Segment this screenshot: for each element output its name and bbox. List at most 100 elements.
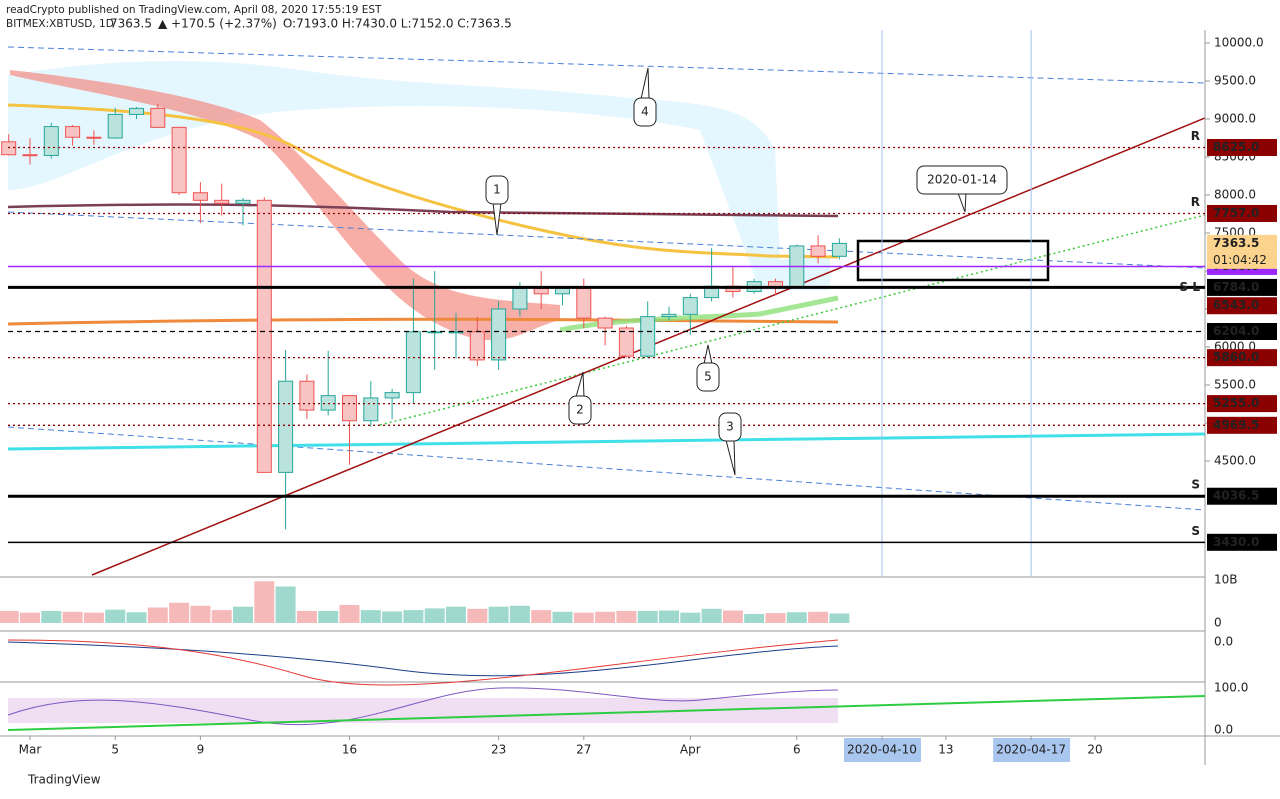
volume-bar xyxy=(318,610,339,623)
header-last: 7363.5 xyxy=(110,17,152,31)
publisher: readCrypto published on TradingView.com,… xyxy=(6,4,382,16)
volume-bar xyxy=(169,602,190,623)
countdown: 01:04:42 xyxy=(1213,253,1267,267)
ma-maroon xyxy=(7,203,839,218)
callout xyxy=(916,165,1008,195)
y-tick-label: 8000.0 xyxy=(1214,188,1256,202)
volume-bar xyxy=(382,611,403,623)
candle-body xyxy=(512,287,528,310)
price-tag-label: 3430.0 xyxy=(1213,535,1259,549)
callout-pointer xyxy=(640,67,650,100)
trend-line xyxy=(379,214,1205,426)
stoch-tick-label: 100.0 xyxy=(1214,681,1248,695)
x-tick-label: 20 xyxy=(1087,743,1102,757)
price-tag xyxy=(1207,139,1277,156)
ma-yellow xyxy=(7,103,839,259)
candle-body xyxy=(107,113,123,139)
ma-orange xyxy=(7,317,839,326)
candle-body xyxy=(256,199,272,473)
price-tag xyxy=(1207,234,1277,252)
candle-body xyxy=(405,331,421,394)
volume-bar xyxy=(233,606,253,623)
macd-signal xyxy=(7,639,839,686)
x-tick-label: Apr xyxy=(680,743,701,757)
y-tick-label: 9500.0 xyxy=(1214,74,1256,88)
x-tick-label: Mar xyxy=(19,743,42,757)
x-tick-label: 16 xyxy=(342,743,357,757)
candle-body xyxy=(43,126,59,156)
candle-body xyxy=(576,287,592,319)
volume-bar xyxy=(62,611,83,623)
callout xyxy=(485,175,509,205)
price-tag-label: 7363.5 xyxy=(1213,236,1259,250)
volume-bar xyxy=(680,612,701,623)
volume-bar xyxy=(403,610,424,623)
price-tag-label: 6204.0 xyxy=(1213,324,1259,338)
volume-bar xyxy=(488,606,509,623)
candle-body xyxy=(640,316,656,357)
volume-bar xyxy=(552,611,573,623)
volume-bar xyxy=(360,610,381,623)
volume-bar xyxy=(0,610,19,623)
stoch-k xyxy=(7,687,839,726)
price-tag-label: 8625.0 xyxy=(1213,140,1259,154)
volume-bar xyxy=(509,605,530,623)
volume-bar xyxy=(254,581,275,623)
macd-line xyxy=(7,641,839,677)
stoch-trend xyxy=(7,695,1206,731)
candle-body xyxy=(469,331,485,361)
level-marker: S xyxy=(1191,478,1200,492)
x-tick-label: 9 xyxy=(197,743,205,757)
callout xyxy=(633,97,657,127)
price-tag-label: 7757.0 xyxy=(1213,206,1259,220)
callout xyxy=(696,362,720,392)
price-tag xyxy=(1207,278,1277,296)
candle-body xyxy=(214,199,230,204)
volume-bar xyxy=(637,610,658,623)
price-tag xyxy=(1207,322,1277,340)
price-tag-label: 4036.5 xyxy=(1213,489,1259,503)
volume-bar xyxy=(275,586,296,623)
callout-pointer xyxy=(492,202,502,236)
price-tag-label: 5860.0 xyxy=(1213,350,1259,364)
price-tag-label: 6543.0 xyxy=(1213,298,1259,312)
volume-bar xyxy=(744,613,765,623)
x-tick-label: 23 xyxy=(491,743,506,757)
candle-body xyxy=(363,397,379,422)
callout-label: 2 xyxy=(576,403,584,417)
y-tick-label: 4500.0 xyxy=(1214,454,1256,468)
candle-body xyxy=(448,331,464,334)
v-tick-label: 0 xyxy=(1214,616,1222,630)
price-tag xyxy=(1207,297,1277,315)
volume-bar xyxy=(786,612,807,623)
price-tag-label: 5255.0 xyxy=(1213,396,1259,410)
candle-body xyxy=(831,242,847,257)
candle-body xyxy=(555,287,570,295)
watermark: TradingView xyxy=(27,773,101,787)
price-tag-label: 4969.5 xyxy=(1213,418,1259,432)
candle-body xyxy=(810,245,826,257)
callout xyxy=(718,412,742,442)
volume-bar xyxy=(701,608,722,623)
header-change: ▲ +170.5 (+2.37%) xyxy=(158,17,277,31)
candle-body xyxy=(278,380,294,473)
volume-bar xyxy=(467,608,488,623)
candle-body xyxy=(86,136,102,139)
candle-body xyxy=(171,126,187,194)
callout xyxy=(568,395,592,425)
candle-body xyxy=(597,317,613,329)
header-ohlc: O:7193.0 H:7430.0 L:7152.0 C:7363.5 xyxy=(283,17,512,31)
volume-bar xyxy=(296,610,317,623)
countdown-tag xyxy=(1207,251,1277,269)
stoch-tick-label: 0.0 xyxy=(1214,723,1233,737)
volume-bar xyxy=(722,610,743,623)
candle-body xyxy=(235,199,251,204)
volume-bar xyxy=(595,611,616,623)
candle-body xyxy=(320,395,336,411)
y-tick-label: 5500.0 xyxy=(1214,378,1256,392)
volume-bar xyxy=(424,608,445,623)
candle-body xyxy=(22,154,38,157)
volume-bar xyxy=(211,610,232,623)
callout-label: 3 xyxy=(726,420,734,434)
symbol: BITMEX:XBTUSD, 1D xyxy=(6,18,114,30)
